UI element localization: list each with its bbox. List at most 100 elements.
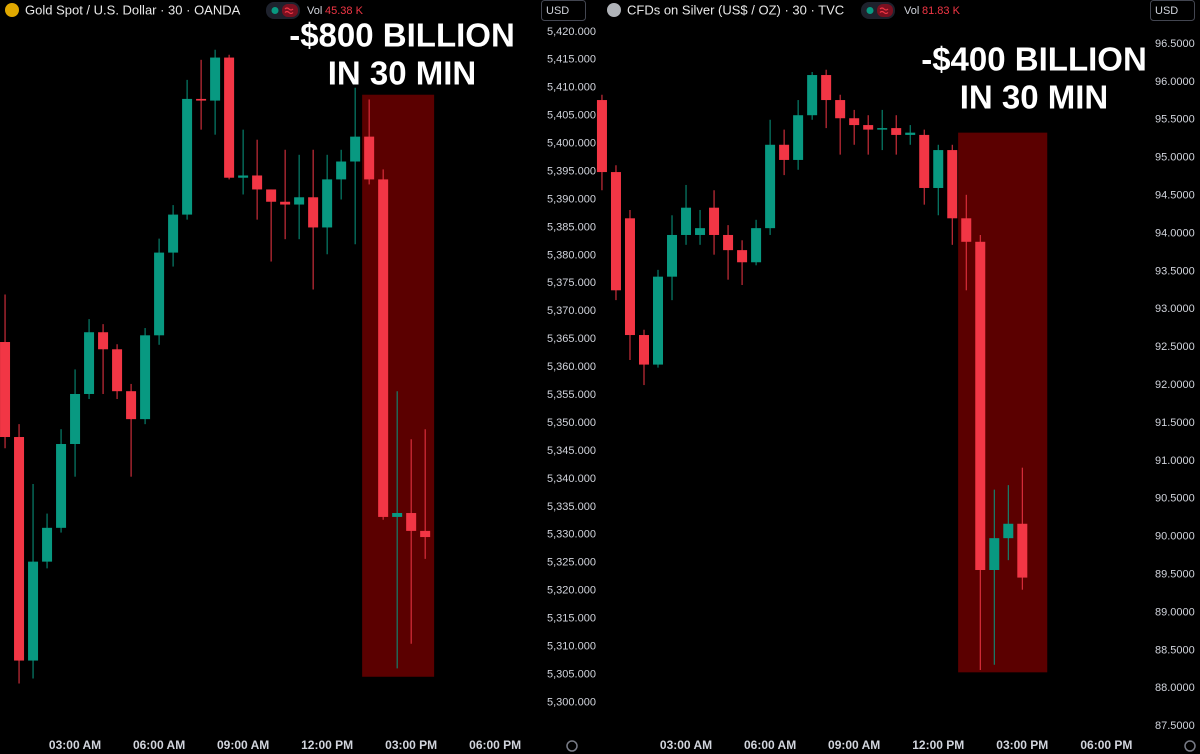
y-tick-label: 5,365.000 <box>547 333 596 345</box>
y-tick-label: 93.0000 <box>1155 303 1195 315</box>
x-tick-label: 03:00 PM <box>385 738 437 752</box>
x-tick-label: 09:00 AM <box>828 738 880 752</box>
y-tick-label: 5,340.000 <box>547 473 596 485</box>
y-tick-label: 5,345.000 <box>547 445 596 457</box>
annotation: -$400 BILLION <box>921 41 1147 78</box>
candle-body <box>0 342 11 438</box>
y-tick-label: 5,325.000 <box>547 557 596 569</box>
y-tick-label: 5,415.000 <box>547 54 596 66</box>
candle-body <box>596 100 607 173</box>
candle-body <box>1017 523 1028 578</box>
candle-body <box>905 132 916 135</box>
candle-body <box>210 57 221 101</box>
status-dot <box>271 7 279 14</box>
currency[interactable]: USD <box>1155 5 1178 17</box>
candle-body <box>667 234 678 277</box>
y-tick-label: 5,380.000 <box>547 249 596 261</box>
y-tick-label: 5,315.000 <box>547 613 596 625</box>
y-tick-label: 5,375.000 <box>547 277 596 289</box>
y-tick-label: 5,300.000 <box>547 696 596 708</box>
candle-body <box>989 538 1000 571</box>
y-tick-label: 96.0000 <box>1155 76 1195 88</box>
candle-body <box>266 189 277 202</box>
candle-body <box>70 393 81 445</box>
y-tick-label: 5,395.000 <box>547 165 596 177</box>
candle-body <box>807 75 818 116</box>
candle-body <box>14 437 25 661</box>
candle-body <box>364 136 375 180</box>
annotation: -$800 BILLION <box>289 17 515 54</box>
y-tick-label: 5,335.000 <box>547 501 596 513</box>
candle-body <box>849 118 860 126</box>
candle-body <box>420 530 431 538</box>
y-tick-label: 96.5000 <box>1155 38 1195 50</box>
candle-body <box>709 207 720 235</box>
settings-icon[interactable] <box>1184 740 1196 752</box>
volume-value: 81.83 K <box>922 5 961 17</box>
settings-icon[interactable] <box>566 740 578 752</box>
x-tick-label: 06:00 PM <box>469 738 521 752</box>
y-tick-label: 5,305.000 <box>547 668 596 680</box>
x-tick-label: 09:00 AM <box>217 738 269 752</box>
y-tick-label: 5,390.000 <box>547 193 596 205</box>
y-tick-label: 92.0000 <box>1155 379 1195 391</box>
currency[interactable]: USD <box>546 5 569 17</box>
y-tick-label: 5,330.000 <box>547 529 596 541</box>
candle-body <box>877 128 888 130</box>
volume-label: Vol <box>307 5 322 17</box>
candle-body <box>252 175 263 190</box>
candle-body <box>961 218 972 242</box>
candle-body <box>1003 523 1014 539</box>
candle-body <box>294 197 305 205</box>
candle-body <box>378 179 389 517</box>
x-tick-label: 12:00 PM <box>912 738 964 752</box>
candle-body <box>350 136 361 162</box>
candle-body <box>835 100 846 119</box>
candle-body <box>42 527 53 562</box>
candle-body <box>919 134 930 188</box>
y-tick-label: 87.5000 <box>1155 720 1195 732</box>
candle-body <box>112 349 123 392</box>
currency-button[interactable] <box>541 0 586 21</box>
y-tick-label: 91.0000 <box>1155 455 1195 467</box>
candle-body <box>624 218 635 336</box>
y-tick-label: 95.0000 <box>1155 152 1195 164</box>
candle-body <box>681 207 692 235</box>
y-tick-label: 5,350.000 <box>547 417 596 429</box>
highlight-box <box>362 94 435 677</box>
candle-body <box>140 335 151 420</box>
y-tick-label: 5,320.000 <box>547 585 596 597</box>
candle-body <box>98 332 109 350</box>
y-tick-label: 88.5000 <box>1155 644 1195 656</box>
y-tick-label: 5,370.000 <box>547 305 596 317</box>
candle-body <box>695 228 706 235</box>
annotation: IN 30 MIN <box>960 79 1109 116</box>
highlight-box <box>958 132 1048 673</box>
candle-body <box>182 98 193 215</box>
y-tick-label: 89.0000 <box>1155 606 1195 618</box>
candle-body <box>779 144 790 160</box>
candle-body <box>84 332 95 394</box>
y-tick-label: 90.0000 <box>1155 531 1195 543</box>
volume-label: Vol <box>904 5 919 17</box>
candle-body <box>280 201 291 205</box>
currency-button[interactable] <box>1150 0 1195 21</box>
candle-body <box>891 128 902 135</box>
candle-body <box>737 250 748 263</box>
y-tick-label: 5,385.000 <box>547 221 596 233</box>
y-tick-label: 95.5000 <box>1155 114 1195 126</box>
candle-body <box>406 513 417 531</box>
candle-body <box>154 252 165 336</box>
wave-icon <box>879 7 889 15</box>
annotation: IN 30 MIN <box>328 55 477 92</box>
x-tick-label: 03:00 AM <box>49 738 101 752</box>
wave-icon <box>284 7 294 15</box>
candle-body <box>653 276 664 365</box>
candle-body <box>56 444 67 528</box>
y-tick-label: 5,355.000 <box>547 389 596 401</box>
candle-body <box>793 115 804 160</box>
volume-value: 45.38 K <box>325 5 364 17</box>
candle-body <box>933 150 944 188</box>
